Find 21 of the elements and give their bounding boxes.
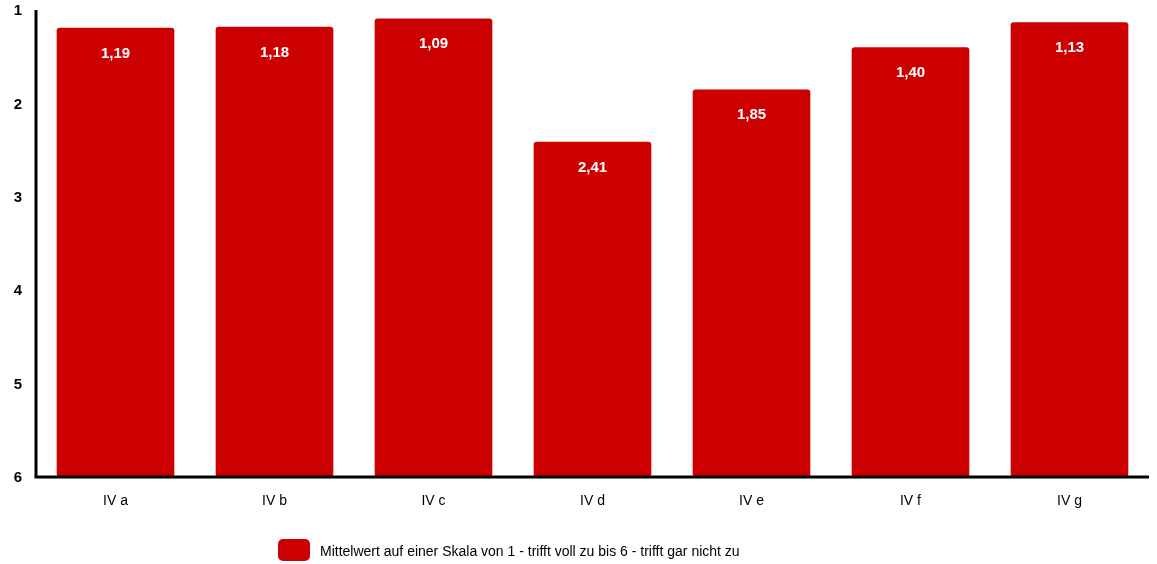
x-tick-label: IV d bbox=[580, 492, 605, 508]
data-label: 2,41 bbox=[577, 157, 608, 175]
y-tick-label: 6 bbox=[13, 468, 23, 486]
y-tick-label: 1 bbox=[13, 1, 23, 19]
data-label: 1,85 bbox=[736, 105, 767, 123]
y-tick-label: 5 bbox=[13, 374, 23, 392]
x-tick-label: IV f bbox=[899, 492, 922, 508]
data-label: 1,18 bbox=[259, 42, 290, 60]
x-tick-label: IV b bbox=[262, 492, 288, 508]
data-label: 1,09 bbox=[418, 34, 449, 52]
data-label: 1,19 bbox=[100, 43, 131, 61]
y-tick-label: 3 bbox=[13, 188, 23, 206]
y-tick-label: 4 bbox=[13, 281, 23, 299]
y-tick-label: 2 bbox=[13, 94, 23, 112]
legend-label: Mittelwert auf einer Skala von 1 - trifft voll zu bis 6 - trifft gar nicht zu bbox=[320, 543, 740, 559]
data-label: 1,13 bbox=[1054, 38, 1085, 56]
x-tick-label: IV g bbox=[1057, 492, 1082, 508]
x-tick-label: IV c bbox=[421, 492, 446, 508]
data-label: 1,40 bbox=[895, 63, 926, 81]
x-tick-label: IV e bbox=[739, 492, 765, 508]
x-tick-label: IV a bbox=[103, 492, 129, 508]
